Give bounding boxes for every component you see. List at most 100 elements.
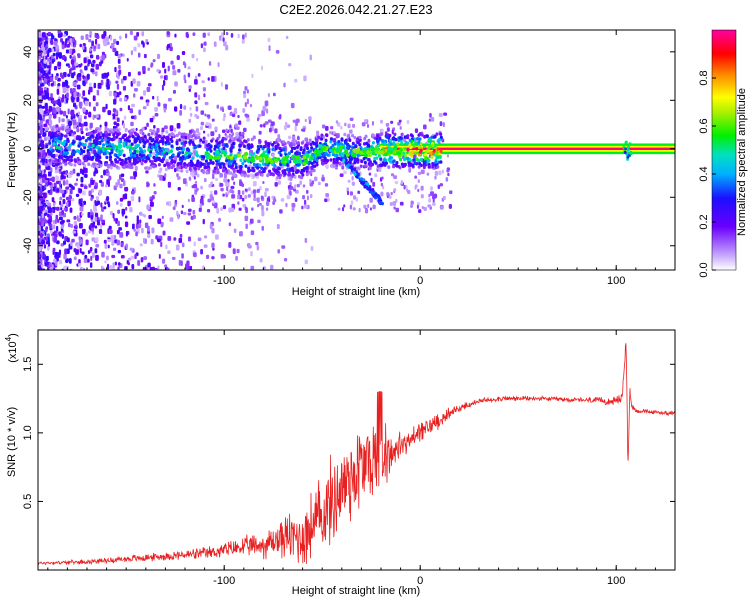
spectrogram-cell <box>392 200 397 206</box>
ridge-cell <box>107 132 111 137</box>
ridge-cell <box>112 132 116 137</box>
spectrogram-cell <box>102 106 106 113</box>
ridge-cell <box>120 162 124 167</box>
spectrogram-cell <box>304 199 307 205</box>
spectrogram-cell <box>81 95 84 99</box>
spectrogram-cell <box>136 32 140 37</box>
spectrogram-cell <box>38 55 42 60</box>
ridge-cell <box>363 164 367 168</box>
ridge-cell <box>194 136 198 140</box>
ridge-cell <box>83 156 87 161</box>
spectrogram-cell <box>113 98 117 105</box>
ridge-cell <box>123 133 127 137</box>
ridge-cell <box>108 137 112 141</box>
ridge-cell <box>380 150 385 155</box>
spectrogram-cell <box>99 124 102 128</box>
ridge-cell <box>68 155 72 159</box>
spectrogram-y-tick-label: 40 <box>22 46 34 58</box>
spectrogram-cell <box>227 179 230 183</box>
spectrogram-cell <box>355 197 359 202</box>
spectrogram-cell <box>213 41 217 47</box>
ridge-cell <box>193 145 197 150</box>
ridge-cell <box>129 162 133 166</box>
spectrogram-cell <box>95 63 99 70</box>
spectrogram-cell <box>81 267 84 270</box>
spectrogram-cell <box>113 121 117 126</box>
spectrogram-cell <box>143 256 148 261</box>
ridge-cell <box>227 158 231 163</box>
spectrogram-cell <box>191 185 196 189</box>
ridge-cell <box>141 158 145 163</box>
ridge-cell <box>351 133 355 138</box>
ridge-cell <box>432 148 436 153</box>
ridge-cell <box>316 149 321 154</box>
spectrogram-cell <box>230 185 235 190</box>
ridge-cell <box>406 148 410 152</box>
spectrogram-cell <box>77 244 80 251</box>
ridge-cell <box>139 150 143 154</box>
ridge-cell <box>160 151 164 156</box>
spectrogram-cell <box>65 115 68 119</box>
spectrogram-cell <box>294 197 298 202</box>
ridge-cell <box>184 135 188 140</box>
spectrogram-cell <box>253 197 257 202</box>
spectrogram-cell <box>48 68 51 75</box>
spectrogram-cell <box>312 168 316 173</box>
spectrogram-cell <box>429 112 432 118</box>
spectrogram-cell <box>57 83 61 87</box>
spectrogram-cell <box>432 198 435 203</box>
ridge-cell <box>124 128 128 133</box>
spectrogram-cell <box>40 200 44 205</box>
spectrogram-cell <box>47 219 52 224</box>
spectrogram-cell <box>56 231 59 235</box>
spectrogram-cell <box>233 181 236 186</box>
ridge-cell <box>183 162 187 166</box>
spectrogram-cell <box>238 207 242 211</box>
spectrogram-cell <box>261 205 264 211</box>
spectrogram-cell <box>211 118 215 122</box>
ridge-cell <box>347 133 351 138</box>
spectrogram-cell <box>77 76 82 82</box>
spectrogram-cell <box>205 254 210 259</box>
ridge-cell <box>293 146 297 151</box>
ridge-cell <box>87 162 91 167</box>
spectrogram-cell <box>101 206 105 212</box>
spectrogram-cell <box>60 171 64 176</box>
spectrogram-cell <box>164 68 167 74</box>
spectrogram-cell <box>187 66 191 70</box>
ridge-cell <box>365 141 369 146</box>
spectrogram-cell <box>290 102 295 109</box>
spectrogram-cell <box>138 109 141 116</box>
spectrogram-cell <box>417 188 420 193</box>
spectrogram-cell <box>47 245 50 251</box>
spectrogram-cell <box>92 59 96 64</box>
ridge-cell <box>65 129 69 134</box>
ridge-cell <box>251 168 255 173</box>
spectrogram-cell <box>160 75 164 79</box>
spectrogram-cell <box>135 223 139 230</box>
spectrogram-cell <box>113 234 117 240</box>
spectrogram-cell <box>223 178 228 183</box>
ridge-cell <box>258 139 262 144</box>
ridge-cell <box>143 134 147 139</box>
spectrogram-cell <box>82 82 86 87</box>
spectrogram-cell <box>63 207 67 211</box>
spectrogram-cell <box>95 38 98 45</box>
ridge-cell <box>84 138 88 143</box>
spectrogram-cell <box>145 170 149 174</box>
spectrogram-cell <box>99 179 103 184</box>
ridge-cell <box>431 143 435 147</box>
spectrogram-cell <box>207 32 211 37</box>
ridge-cell <box>52 125 56 129</box>
ridge-cell <box>267 150 271 154</box>
spectrogram-cell <box>302 195 305 200</box>
spectrogram-cell <box>180 210 184 215</box>
ridge-cell <box>436 147 440 151</box>
spectrogram-cell <box>100 181 104 187</box>
spectrogram-cell <box>89 122 93 129</box>
spectrogram-cell <box>92 252 95 259</box>
ridge-cell <box>417 140 421 144</box>
spectrogram-cell <box>188 176 192 181</box>
spectrogram-cell <box>363 204 367 209</box>
ridge-cell <box>255 156 260 161</box>
